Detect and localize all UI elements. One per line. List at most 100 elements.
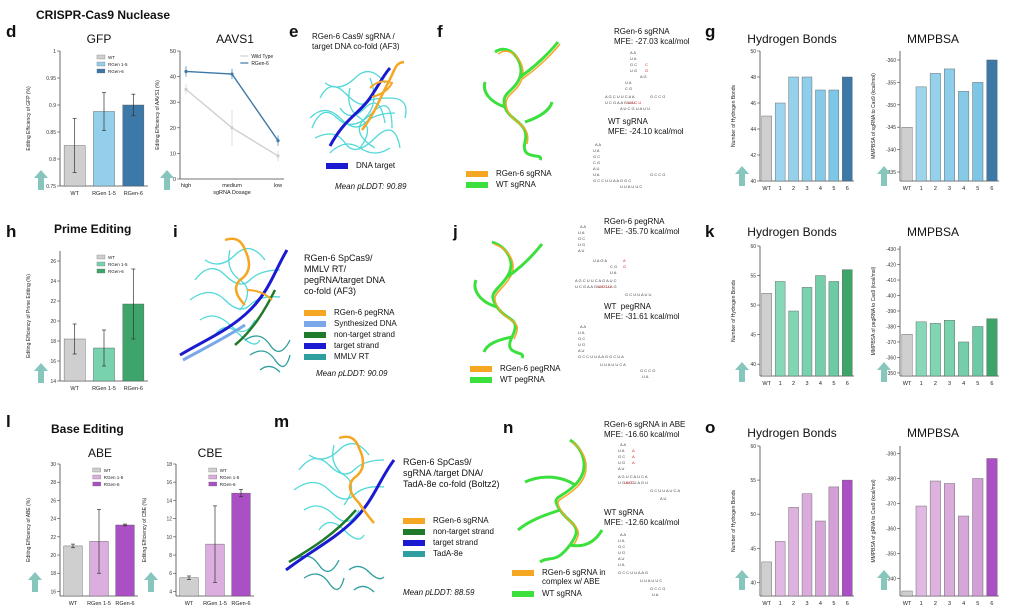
y-tick-label: 60 (750, 244, 756, 250)
cas9-structure-image (309, 60, 407, 154)
svg-text:U A: U A (593, 148, 600, 153)
x-tick-label: 6 (846, 186, 849, 192)
x-tick-label: 5 (832, 601, 835, 607)
bar (801, 493, 813, 597)
panel-j-mfe-1: RGen-6 pegRNA (604, 217, 665, 226)
legend-swatch (96, 261, 106, 267)
x-tick-label: 5 (832, 381, 835, 387)
svg-text:U A C U: U A C U (627, 100, 641, 105)
bar (929, 480, 941, 597)
x-tick-label: 1 (779, 186, 782, 192)
y-axis-label: Number of Hydrogen Bonds (731, 85, 737, 147)
panel-i-legend: RGen-6 pegRNA Synthesized DNA non-target… (304, 307, 397, 362)
y-tick-label: 0.9 (49, 103, 56, 109)
legend-label: target strand (433, 538, 478, 547)
x-tick-label: 2 (934, 186, 937, 192)
bar (815, 520, 826, 597)
svg-text:C G: C G (593, 160, 600, 165)
y-tick-label: 8 (169, 553, 172, 559)
bar (901, 334, 913, 377)
legend-label: RGen-6 sgRNA (433, 516, 489, 525)
legend-label: RGen-6 (104, 482, 120, 487)
chart-title-abe: ABE (87, 446, 112, 460)
bar (761, 115, 772, 182)
svg-text:G C: G C (578, 236, 585, 241)
x-tick-label: WT (70, 191, 79, 197)
bar (774, 102, 786, 182)
svg-text:G C C G: G C C G (650, 172, 665, 177)
abe-sgrna-3d-structure-image (517, 438, 604, 564)
legend-label: RGen 1-5 (104, 475, 124, 480)
y-tick-label: 20 (50, 553, 56, 559)
chart-title-mm-o: MMPBSA (906, 426, 959, 440)
panel-i-plddt: Mean pLDDT: 90.09 (316, 369, 388, 378)
y-tick-label: 24 (50, 517, 56, 523)
svg-text:G C: G C (618, 544, 625, 549)
y-tick-label: 22 (50, 535, 56, 541)
x-tick-label: WT (185, 601, 194, 607)
chart-title-hb-g: Hydrogen Bonds (747, 32, 837, 46)
y-tick-label: 30 (170, 100, 176, 106)
y-tick-label: 50 (170, 49, 176, 55)
aavs1-line-chart: 0 10 20 30 40 50 high medium low sgRNA Dosage Edit… (155, 49, 284, 196)
y-tick-label: 16 (50, 589, 56, 595)
chart-plot-area: 14 16 18 20 22 24 26 Editing Efficiency of Prim… (26, 251, 148, 392)
x-tick-label: 1 (779, 601, 782, 607)
bar (901, 590, 913, 597)
svg-text:A A: A A (620, 442, 626, 447)
y-tick-label: 40 (750, 580, 756, 586)
x-tick-label: RGen 1-5 (87, 601, 111, 607)
svg-text:A U: A U (618, 556, 625, 561)
y-axis-label: MMPBSA of gRNA to Cas9 (kcal/mol) (871, 479, 877, 562)
svg-text:U A: U A (630, 56, 637, 61)
bar (788, 310, 799, 377)
chart-plot-area: -350 -360 -370 -380 -390 -400 -410 -420 -430 MMPB… (871, 246, 999, 387)
x-tick-label: WT (903, 381, 912, 387)
panel-n-mfe-2-value: MFE: -12.60 kcal/mol (604, 518, 680, 527)
legend-swatch (96, 254, 106, 260)
bar (774, 541, 786, 597)
x-tick-label: 3 (948, 381, 951, 387)
x-tick-label: 6 (990, 381, 993, 387)
x-tick-label: 3 (805, 381, 808, 387)
x-tick-label: medium (222, 183, 242, 189)
legend-swatch (304, 320, 326, 327)
sgrna-secondary-structure-1: A AU AG CU G A GU AC G A G C U U C A AU … (605, 50, 665, 111)
y-tick-label: -335 (886, 170, 896, 176)
x-tick-label: 4 (819, 381, 822, 387)
bar (944, 320, 955, 377)
svg-text:A U C G U A U U: A U C G U A U U (620, 106, 650, 111)
x-tick-label: 6 (846, 601, 849, 607)
y-tick-label: 30 (50, 462, 56, 468)
panel-label-g: g (705, 22, 716, 41)
svg-text:U A: U A (578, 230, 585, 235)
bar (929, 323, 941, 377)
svg-text:G C C G: G C C G (650, 586, 665, 591)
legend-swatch (326, 162, 348, 169)
y-tick-label: 14 (166, 498, 172, 504)
chart-plot-area: 16 18 20 22 24 26 28 30 Editing Efficiency of AB… (26, 462, 138, 607)
chart-title-cbe: CBE (197, 446, 223, 460)
y-axis-label: MMPBSA of pegRNA to Cas9 (kcal/mol) (871, 266, 877, 355)
pegrna-secondary-structure-1: A AU AG CU G A UU A G AC GU A A G C U U … (575, 224, 652, 297)
x-tick-label: 2 (934, 601, 937, 607)
chart-title-gfp: GFP (86, 32, 112, 46)
x-tick-label: 4 (819, 601, 822, 607)
legend-label: TadA-8e (433, 549, 463, 558)
y-tick-label: 46 (750, 101, 756, 107)
mmpbsa-chart-g: -335 -340 -345 -350 -355 -360 MMPBSA of sgRNA … (871, 51, 999, 192)
y-axis-label: Editing Efficiency of GFP (%) (26, 86, 32, 151)
legend-swatch (208, 474, 217, 480)
prime-editing-chart: 14 16 18 20 22 24 26 Editing Efficiency of Prim… (26, 251, 148, 392)
svg-text:G C: G C (578, 336, 585, 341)
svg-text:A: A (632, 454, 635, 459)
x-tick-label: WT (69, 601, 78, 607)
panel-m-title: RGen-6 SpCas9/ sgRNA /target DNA/ TadA-8… (403, 457, 500, 489)
y-tick-label: 22 (50, 299, 56, 305)
x-tick-label: 1 (920, 601, 923, 607)
row-title-prime: Prime Editing (54, 222, 132, 236)
panel-label-m: m (274, 412, 290, 431)
y-tick-label: 55 (750, 478, 756, 484)
legend-swatch (403, 517, 425, 524)
